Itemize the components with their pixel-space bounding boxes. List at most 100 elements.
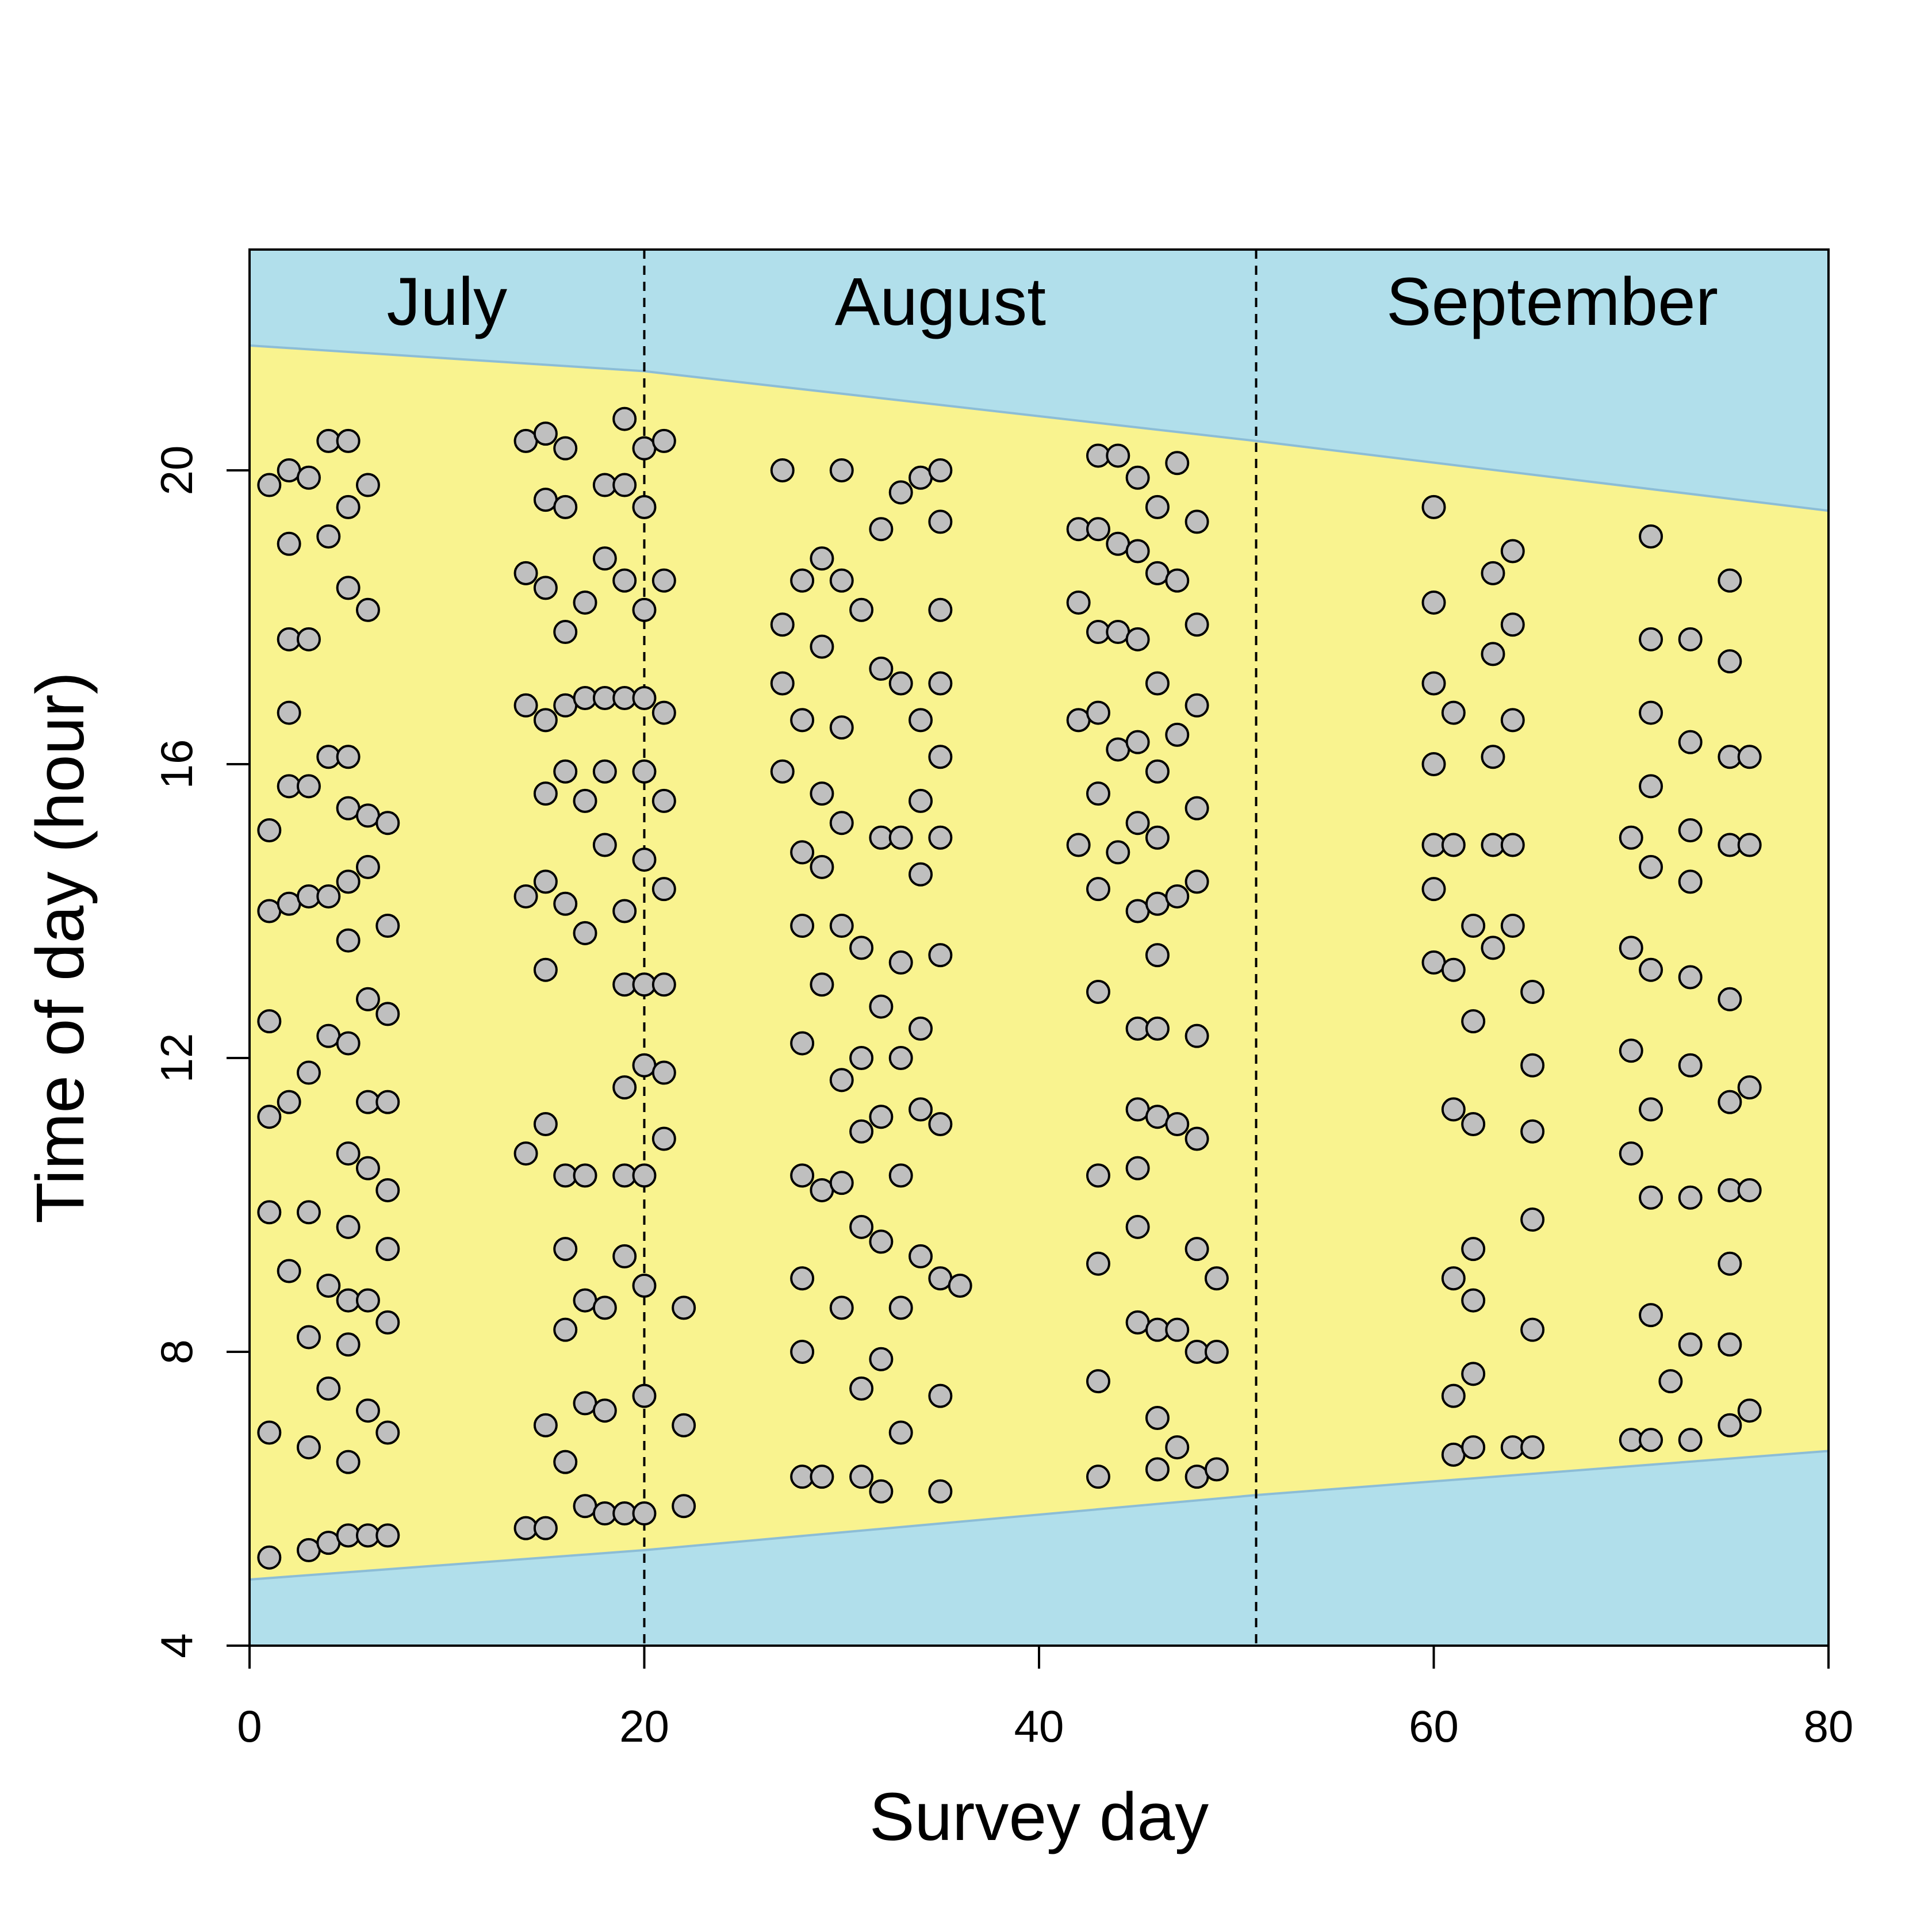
data-point: [277, 891, 301, 916]
data-point: [1086, 700, 1110, 725]
data-point: [829, 458, 854, 482]
data-point: [1184, 1340, 1209, 1364]
data-point: [1737, 833, 1762, 857]
data-point: [296, 1325, 321, 1350]
data-point: [375, 811, 400, 835]
data-point: [1639, 700, 1663, 725]
data-point: [632, 972, 657, 997]
data-point: [1461, 1435, 1486, 1460]
data-point: [553, 891, 578, 916]
data-point: [533, 576, 558, 600]
data-point: [277, 1259, 301, 1283]
data-point: [375, 1523, 400, 1548]
data-point: [1737, 1398, 1762, 1423]
data-point: [829, 1171, 854, 1195]
data-point: [592, 686, 617, 711]
data-point: [1165, 884, 1190, 908]
data-point: [1678, 869, 1703, 894]
data-point: [573, 1163, 597, 1188]
data-point: [790, 568, 815, 593]
data-point: [869, 1479, 894, 1504]
data-point: [1125, 730, 1150, 754]
data-point: [533, 1516, 558, 1540]
data-point: [928, 1111, 953, 1136]
data-point: [553, 1450, 578, 1474]
data-point: [1421, 877, 1446, 902]
data-point: [1125, 1016, 1150, 1041]
data-point: [672, 1413, 696, 1438]
data-point: [928, 1383, 953, 1408]
data-point: [612, 686, 637, 711]
data-point: [296, 465, 321, 490]
y-tick-label: 8: [151, 1339, 202, 1364]
data-point: [1639, 957, 1663, 982]
data-point: [632, 848, 657, 872]
data-point: [770, 612, 795, 637]
data-point: [1639, 1303, 1663, 1328]
data-point: [672, 1295, 696, 1320]
data-point: [553, 1163, 578, 1188]
data-point: [1125, 1156, 1150, 1180]
data-point: [869, 656, 894, 681]
data-point: [533, 488, 558, 512]
data-point: [1184, 1023, 1209, 1048]
data-point: [375, 1002, 400, 1026]
data-point: [1421, 494, 1446, 519]
data-point: [651, 428, 676, 453]
data-point: [1619, 936, 1643, 960]
data-point: [908, 708, 933, 733]
data-point: [612, 407, 637, 431]
data-points: [257, 407, 1762, 1570]
data-point: [1678, 730, 1703, 754]
data-point: [928, 458, 953, 482]
data-point: [810, 1465, 834, 1489]
data-point: [829, 715, 854, 740]
data-point: [888, 825, 913, 850]
data-point: [1184, 869, 1209, 894]
data-point: [1441, 1097, 1466, 1122]
data-point: [1639, 627, 1663, 651]
data-point: [810, 972, 834, 997]
data-point: [1619, 1038, 1643, 1063]
data-point: [573, 686, 597, 711]
data-point: [612, 1501, 637, 1526]
plot-background: [250, 250, 1828, 1646]
data-point: [316, 1274, 341, 1298]
data-point: [1718, 833, 1742, 857]
data-point: [790, 1031, 815, 1056]
data-point: [1125, 627, 1150, 651]
data-point: [1678, 1053, 1703, 1078]
data-point: [1145, 891, 1170, 916]
data-point: [1441, 957, 1466, 982]
data-point: [810, 634, 834, 659]
data-point: [612, 1244, 637, 1268]
data-point: [1718, 1178, 1742, 1202]
data-point: [1125, 539, 1150, 564]
data-point: [553, 759, 578, 784]
data-point: [1204, 1340, 1229, 1364]
data-point: [1520, 1053, 1545, 1078]
data-point: [908, 862, 933, 887]
data-point: [1145, 1405, 1170, 1430]
data-point: [296, 1538, 321, 1562]
data-point: [592, 759, 617, 784]
data-point: [869, 517, 894, 542]
data-point: [1718, 649, 1742, 674]
data-point: [1184, 1126, 1209, 1151]
data-point: [849, 1214, 874, 1239]
x-tick-label: 0: [237, 1701, 262, 1751]
data-point: [1678, 818, 1703, 842]
y-axis-label: Time of day (hour): [22, 672, 98, 1224]
data-point: [316, 1023, 341, 1048]
data-point: [375, 1237, 400, 1262]
data-point: [1639, 774, 1663, 799]
data-point: [336, 1332, 361, 1357]
data-point: [533, 781, 558, 806]
y-tick-label: 4: [151, 1633, 202, 1658]
data-point: [770, 458, 795, 482]
data-point: [1086, 1369, 1110, 1394]
data-point: [1737, 745, 1762, 769]
data-point: [1106, 737, 1130, 762]
data-point: [770, 759, 795, 784]
